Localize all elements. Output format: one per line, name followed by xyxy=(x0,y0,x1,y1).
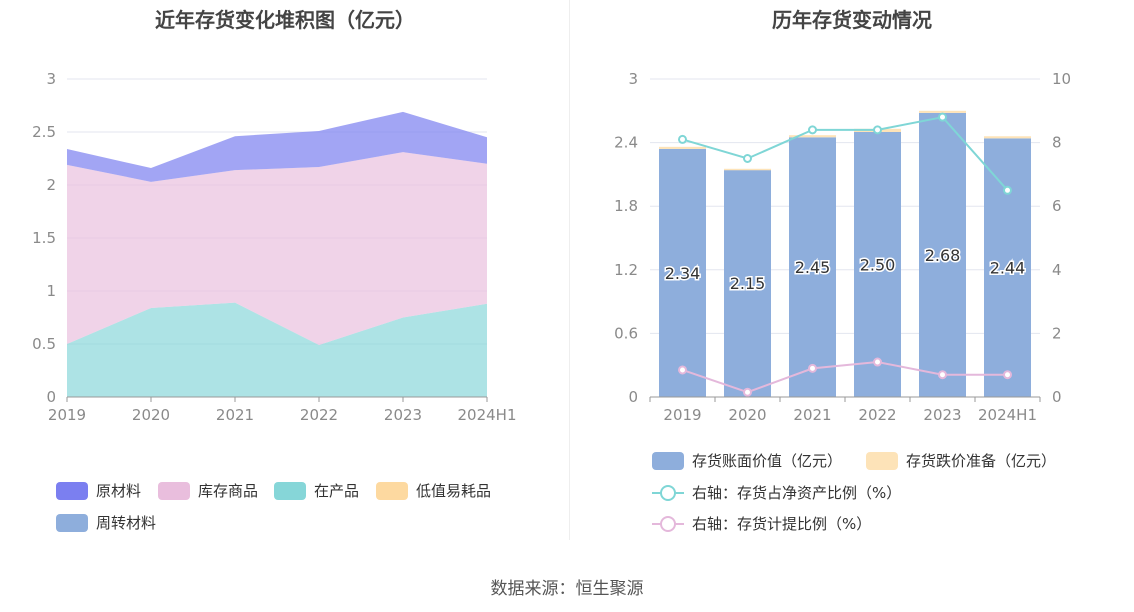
legend-label: 在产品 xyxy=(314,482,360,500)
bar-book-value xyxy=(919,112,966,398)
legend-swatch xyxy=(866,451,898,470)
bar-book-value xyxy=(724,169,771,397)
line-point xyxy=(808,363,817,373)
legend-swatch xyxy=(652,451,684,470)
bar-provision xyxy=(659,146,706,149)
y-tick-label: 0.5 xyxy=(32,335,56,353)
y-tick-label: 1 xyxy=(46,282,56,300)
y2-tick-label: 0 xyxy=(1052,388,1062,406)
bar-data-label: 2.34 xyxy=(665,264,701,283)
y-tick-label: 1.2 xyxy=(614,261,638,279)
y2-tick-label: 8 xyxy=(1052,134,1062,152)
legend-label: 原材料 xyxy=(96,482,142,500)
legend-item-book-value[interactable]: 存货账面价值（亿元） xyxy=(652,450,842,471)
bar-book-value xyxy=(984,138,1031,398)
bar-book-value xyxy=(854,132,901,397)
legend-label: 存货账面价值（亿元） xyxy=(692,452,843,470)
panel-divider xyxy=(569,0,570,540)
legend-label: 库存商品 xyxy=(198,482,259,500)
line-point xyxy=(1003,370,1012,380)
x-tick-label: 2020 xyxy=(132,406,170,424)
x-tick-label: 2022 xyxy=(858,406,896,424)
area-series xyxy=(67,152,487,346)
bar-data-label: 2.45 xyxy=(795,258,831,277)
x-tick-label: 2023 xyxy=(384,406,422,424)
line-point xyxy=(1003,185,1012,195)
bar-provision xyxy=(919,110,966,113)
y-tick-label: 1.8 xyxy=(614,197,638,215)
bar-provision xyxy=(984,136,1031,139)
legend-item-inventory-goods[interactable]: 库存商品 xyxy=(158,480,258,501)
bar-book-value xyxy=(789,137,836,398)
x-tick-label: 2021 xyxy=(216,406,254,424)
legend-item-ratio-net-assets[interactable]: 右轴：存货占净资产比例（%） xyxy=(652,482,901,503)
bar-provision xyxy=(789,135,836,138)
legend-swatch xyxy=(274,481,306,500)
line-point xyxy=(938,370,947,380)
y-tick-label: 0.6 xyxy=(614,324,638,342)
legend-item-provision-ratio[interactable]: 右轴：存货计提比例（%） xyxy=(652,513,871,534)
y-tick-label: 1.5 xyxy=(32,229,56,247)
y2-tick-label: 10 xyxy=(1052,70,1071,88)
x-tick-label: 2022 xyxy=(300,406,338,424)
line-series xyxy=(682,116,1009,191)
y-tick-label: 3 xyxy=(46,70,56,88)
legend-label: 低值易耗品 xyxy=(416,482,492,500)
legend-label: 存货跌价准备（亿元） xyxy=(906,452,1057,470)
bar-data-label: 2.44 xyxy=(990,259,1026,278)
legend-swatch xyxy=(376,481,408,500)
legend-line-swatch xyxy=(652,515,684,533)
data-source: 数据来源：恒生聚源 xyxy=(490,579,644,599)
legend-swatch xyxy=(56,481,88,500)
left-chart-title: 近年存货变化堆积图（亿元） xyxy=(155,8,415,32)
line-point xyxy=(678,134,687,144)
x-tick-label: 2024H1 xyxy=(978,406,1037,424)
right-chart-title: 历年存货变动情况 xyxy=(772,8,932,32)
y2-tick-label: 6 xyxy=(1052,197,1062,215)
y-tick-label: 3 xyxy=(628,70,638,88)
area-series xyxy=(67,302,487,397)
x-tick-label: 2020 xyxy=(728,406,766,424)
legend-label: 右轴：存货计提比例（%） xyxy=(692,515,872,533)
line-point xyxy=(938,112,947,122)
left-stacked-area-chart: 0 0.5 1 1.5 2 2.5 3 2019 2020 2021 2022 2023 2024H1 xyxy=(32,70,517,424)
y-tick-label: 0 xyxy=(46,388,56,406)
area-series xyxy=(67,111,487,182)
bar-book-value xyxy=(659,148,706,397)
y2-tick-label: 2 xyxy=(1052,324,1062,342)
x-tick-label: 2024H1 xyxy=(458,406,517,424)
x-tick-label: 2021 xyxy=(793,406,831,424)
line-point xyxy=(873,357,882,367)
line-point xyxy=(873,125,882,135)
bar-data-label: 2.15 xyxy=(730,274,766,293)
legend-item-in-process[interactable]: 在产品 xyxy=(274,480,359,501)
legend-line-swatch xyxy=(652,484,684,502)
line-point xyxy=(808,125,817,135)
bar-data-label: 2.50 xyxy=(860,256,896,275)
bar-provision xyxy=(724,168,771,171)
bar-provision xyxy=(854,128,901,132)
x-tick-label: 2023 xyxy=(923,406,961,424)
line-series xyxy=(682,361,1008,394)
x-tick-label: 2019 xyxy=(48,406,86,424)
y-tick-label: 2.4 xyxy=(614,134,638,152)
legend-item-raw-material[interactable]: 原材料 xyxy=(56,480,141,501)
legend-item-low-value[interactable]: 低值易耗品 xyxy=(376,480,491,501)
line-point xyxy=(678,365,687,375)
legend-swatch xyxy=(56,513,88,532)
y2-tick-label: 4 xyxy=(1052,261,1062,279)
bar-data-label: 2.68 xyxy=(925,246,961,265)
line-point xyxy=(743,387,752,397)
x-tick-label: 2019 xyxy=(663,406,701,424)
y-tick-label: 2 xyxy=(46,176,56,194)
y-tick-label: 2.5 xyxy=(32,123,56,141)
legend-label: 周转材料 xyxy=(96,514,157,532)
y-tick-label: 0 xyxy=(628,388,638,406)
legend-label: 右轴：存货占净资产比例（%） xyxy=(692,484,902,502)
line-point xyxy=(743,154,752,163)
legend-item-turnover[interactable]: 周转材料 xyxy=(56,512,156,533)
legend-swatch xyxy=(158,481,190,500)
legend-item-provision[interactable]: 存货跌价准备（亿元） xyxy=(866,450,1056,471)
